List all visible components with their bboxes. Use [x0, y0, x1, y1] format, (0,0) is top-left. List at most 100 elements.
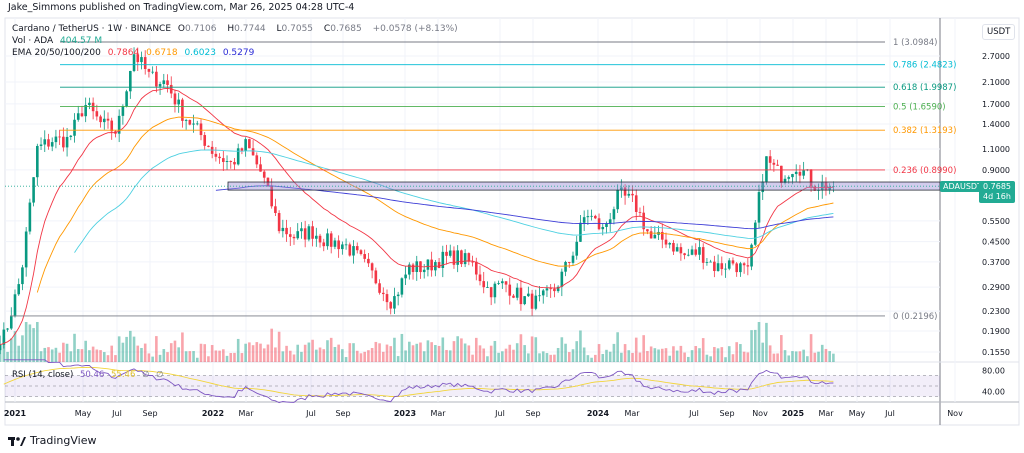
ema-legend[interactable]: EMA 20/50/100/200 0.7864 0.6718 0.6023 0…	[12, 48, 258, 58]
high-value: 0.7744	[234, 24, 266, 34]
candle-body	[39, 144, 43, 146]
volume-bar	[486, 356, 489, 362]
candle-body	[519, 287, 523, 305]
candle-body	[300, 228, 303, 232]
candle-body	[255, 155, 259, 165]
volume-bar	[262, 348, 266, 362]
last-price: 0.7685	[983, 182, 1011, 191]
candle-body	[21, 267, 24, 285]
volume-bar	[720, 347, 724, 362]
rsi-ma-line	[3, 366, 834, 397]
volume-legend[interactable]: Vol · ADA 404.57 M	[12, 36, 106, 46]
candle-body	[683, 253, 686, 256]
candle-body	[199, 123, 203, 136]
candle-body	[504, 281, 508, 285]
volume-bar	[731, 354, 735, 362]
candle-body	[445, 251, 448, 256]
volume-bar	[422, 351, 426, 362]
ema100-value: 0.6023	[184, 48, 216, 58]
currency-label[interactable]: USDT	[982, 24, 1016, 40]
price-tick-label: 1.4000	[982, 120, 1010, 129]
candle-body	[694, 249, 698, 255]
volume-bar	[73, 333, 76, 362]
candle-body	[326, 233, 329, 247]
candle-body	[17, 284, 21, 295]
time-tick-label: Sep	[719, 409, 734, 418]
candle-body	[106, 118, 110, 121]
candle-body	[739, 263, 742, 273]
volume-bar	[802, 349, 805, 362]
candle-body	[207, 145, 210, 147]
candle-body	[218, 156, 221, 159]
time-tick-label: Sep	[335, 409, 350, 418]
candle-body	[634, 195, 638, 212]
volume-bar	[832, 353, 835, 362]
candle-body	[474, 261, 478, 275]
candle-body	[110, 120, 114, 132]
volume-bar	[91, 346, 95, 362]
candle-body	[192, 123, 195, 125]
ema50-line	[36, 116, 834, 293]
volume-bar	[482, 348, 486, 362]
volume-bar	[177, 347, 180, 362]
volume-bar	[181, 332, 184, 362]
candle-body	[393, 296, 396, 309]
candle-body	[530, 293, 534, 309]
candle-body	[709, 261, 712, 263]
candle-body	[73, 119, 76, 136]
rsi-ma-value: 55.46	[111, 370, 136, 380]
candle-body	[2, 329, 6, 345]
volume-bar	[664, 348, 668, 362]
publish-info: Jake_Simmons published on TradingView.co…	[8, 2, 355, 13]
volume-bar	[590, 357, 593, 362]
volume-bar	[352, 343, 355, 362]
ema-label: EMA 20/50/100/200	[12, 48, 101, 58]
volume-bar	[393, 337, 396, 362]
candle-body	[329, 233, 333, 247]
candle-body	[158, 84, 162, 87]
rsi-legend[interactable]: RSI (14, close) 50.46 55.46 ∅ ∅	[12, 370, 168, 380]
candle-body	[735, 263, 738, 273]
candle-body	[155, 71, 158, 87]
candle-body	[512, 295, 515, 298]
candle-body	[344, 244, 348, 246]
volume-label: Vol · ADA	[12, 36, 54, 46]
rsi-tick-label: 80.00	[982, 366, 1005, 375]
volume-bar	[478, 345, 482, 362]
volume-bar	[65, 343, 69, 362]
candle-body	[713, 261, 716, 272]
volume-bar	[690, 350, 694, 362]
volume-bar	[259, 343, 262, 362]
time-tick-label: Jul	[305, 409, 316, 418]
volume-bar	[571, 349, 575, 362]
symbol-price-tag: ADAUSDT	[940, 181, 985, 192]
candle-body	[214, 153, 218, 157]
candle-body	[65, 136, 69, 148]
volume-bar	[329, 337, 333, 362]
volume-bar	[813, 352, 817, 362]
tradingview-logo[interactable]: TradingView	[8, 434, 96, 447]
candle-body	[586, 216, 590, 218]
candle-body	[486, 287, 489, 288]
volume-bar	[419, 342, 422, 362]
volume-bar	[0, 347, 2, 362]
open-value: 0.7106	[185, 24, 217, 34]
price-tick-label: 0.1900	[982, 327, 1010, 336]
volume-bar	[445, 349, 448, 362]
volume-bar	[184, 351, 188, 362]
candle-body	[724, 268, 727, 270]
volume-bar	[17, 345, 21, 362]
candle-body	[311, 226, 314, 239]
volume-bar	[195, 357, 199, 362]
price-tick-label: 0.4500	[982, 238, 1010, 247]
price-tick-label: 0.9000	[982, 166, 1010, 175]
candle-body	[452, 250, 456, 265]
volume-bar	[627, 350, 631, 362]
ema200-line	[215, 185, 834, 230]
symbol-name[interactable]: Cardano / TetherUS · 1W · BINANCE	[12, 24, 172, 34]
fib-level-label: 0.236 (0.8990)	[893, 166, 956, 176]
volume-bar	[296, 344, 300, 362]
volume-bar	[114, 355, 117, 362]
close-value: 0.7685	[330, 24, 362, 34]
